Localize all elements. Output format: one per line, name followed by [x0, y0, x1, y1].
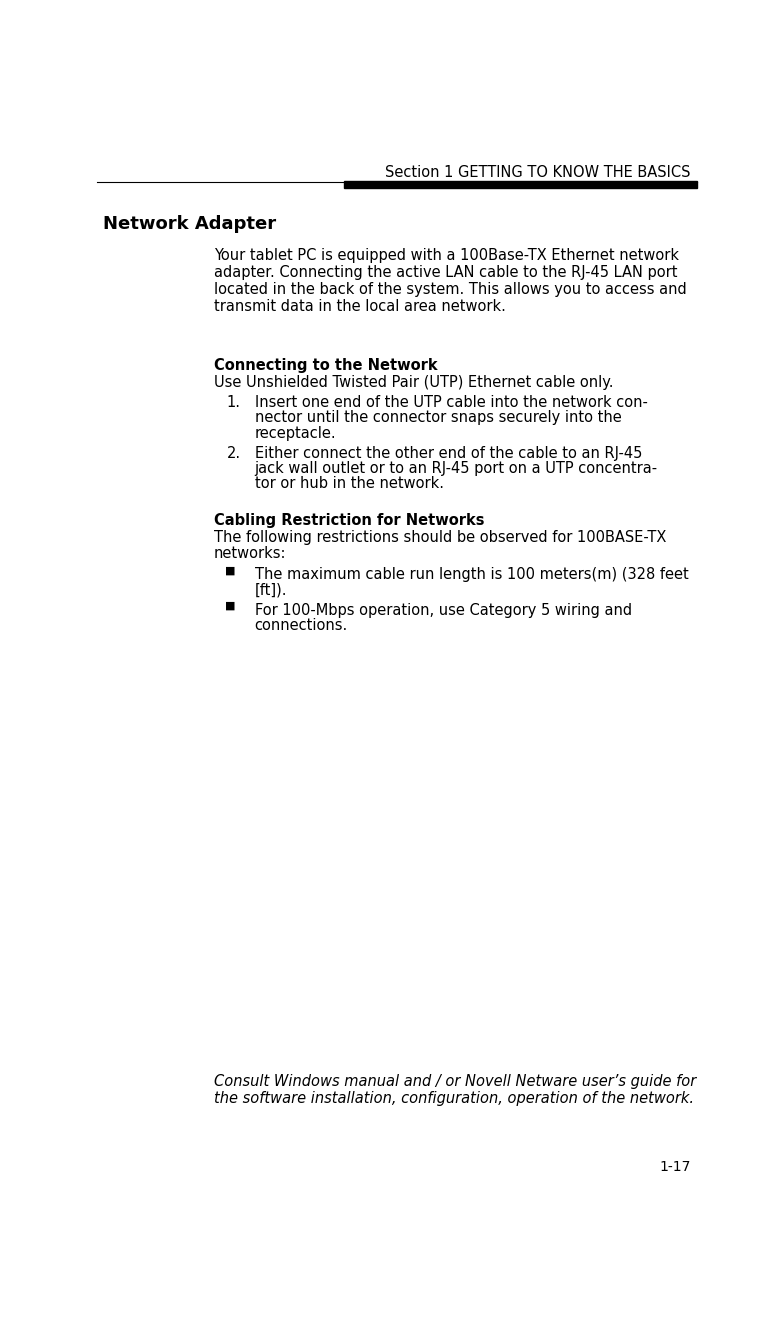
Text: ■: ■ — [224, 601, 235, 611]
Text: connections.: connections. — [255, 618, 348, 633]
Text: Use Unshielded Twisted Pair (UTP) Ethernet cable only.: Use Unshielded Twisted Pair (UTP) Ethern… — [214, 375, 613, 390]
Text: The maximum cable run length is 100 meters(m) (328 feet: The maximum cable run length is 100 mete… — [255, 568, 688, 582]
Text: For 100-Mbps operation, use Category 5 wiring and: For 100-Mbps operation, use Category 5 w… — [255, 602, 632, 618]
Text: ■: ■ — [224, 566, 235, 575]
Text: 1-17: 1-17 — [659, 1160, 690, 1174]
Text: [ft]).: [ft]). — [255, 582, 287, 598]
Text: Consult Windows manual and / or Novell Netware user’s guide for: Consult Windows manual and / or Novell N… — [214, 1074, 696, 1089]
Text: 1.: 1. — [227, 395, 241, 410]
Text: adapter. Connecting the active LAN cable to the RJ-45 LAN port: adapter. Connecting the active LAN cable… — [214, 265, 677, 280]
Text: Network Adapter: Network Adapter — [103, 215, 276, 232]
Text: nector until the connector snaps securely into the: nector until the connector snaps securel… — [255, 410, 622, 426]
Text: networks:: networks: — [214, 546, 286, 561]
Text: Section 1 GETTING TO KNOW THE BASICS: Section 1 GETTING TO KNOW THE BASICS — [385, 166, 690, 180]
Text: Either connect the other end of the cable to an RJ-45: Either connect the other end of the cabl… — [255, 446, 642, 460]
Text: receptacle.: receptacle. — [255, 426, 336, 440]
Text: Insert one end of the UTP cable into the network con-: Insert one end of the UTP cable into the… — [255, 395, 647, 410]
Text: 2.: 2. — [227, 446, 241, 460]
Text: the software installation, configuration, operation of the network.: the software installation, configuration… — [214, 1091, 694, 1106]
Text: transmit data in the local area network.: transmit data in the local area network. — [214, 300, 505, 314]
Text: Cabling Restriction for Networks: Cabling Restriction for Networks — [214, 513, 485, 528]
Text: The following restrictions should be observed for 100BASE-TX: The following restrictions should be obs… — [214, 530, 666, 545]
Text: Connecting to the Network: Connecting to the Network — [214, 358, 437, 373]
Text: jack wall outlet or to an RJ-45 port on a UTP concentra-: jack wall outlet or to an RJ-45 port on … — [255, 461, 658, 476]
Bar — [344, 180, 697, 188]
Text: Your tablet PC is equipped with a 100Base-TX Ethernet network: Your tablet PC is equipped with a 100Bas… — [214, 248, 679, 264]
Text: located in the back of the system. This allows you to access and: located in the back of the system. This … — [214, 282, 687, 297]
Text: tor or hub in the network.: tor or hub in the network. — [255, 476, 444, 492]
